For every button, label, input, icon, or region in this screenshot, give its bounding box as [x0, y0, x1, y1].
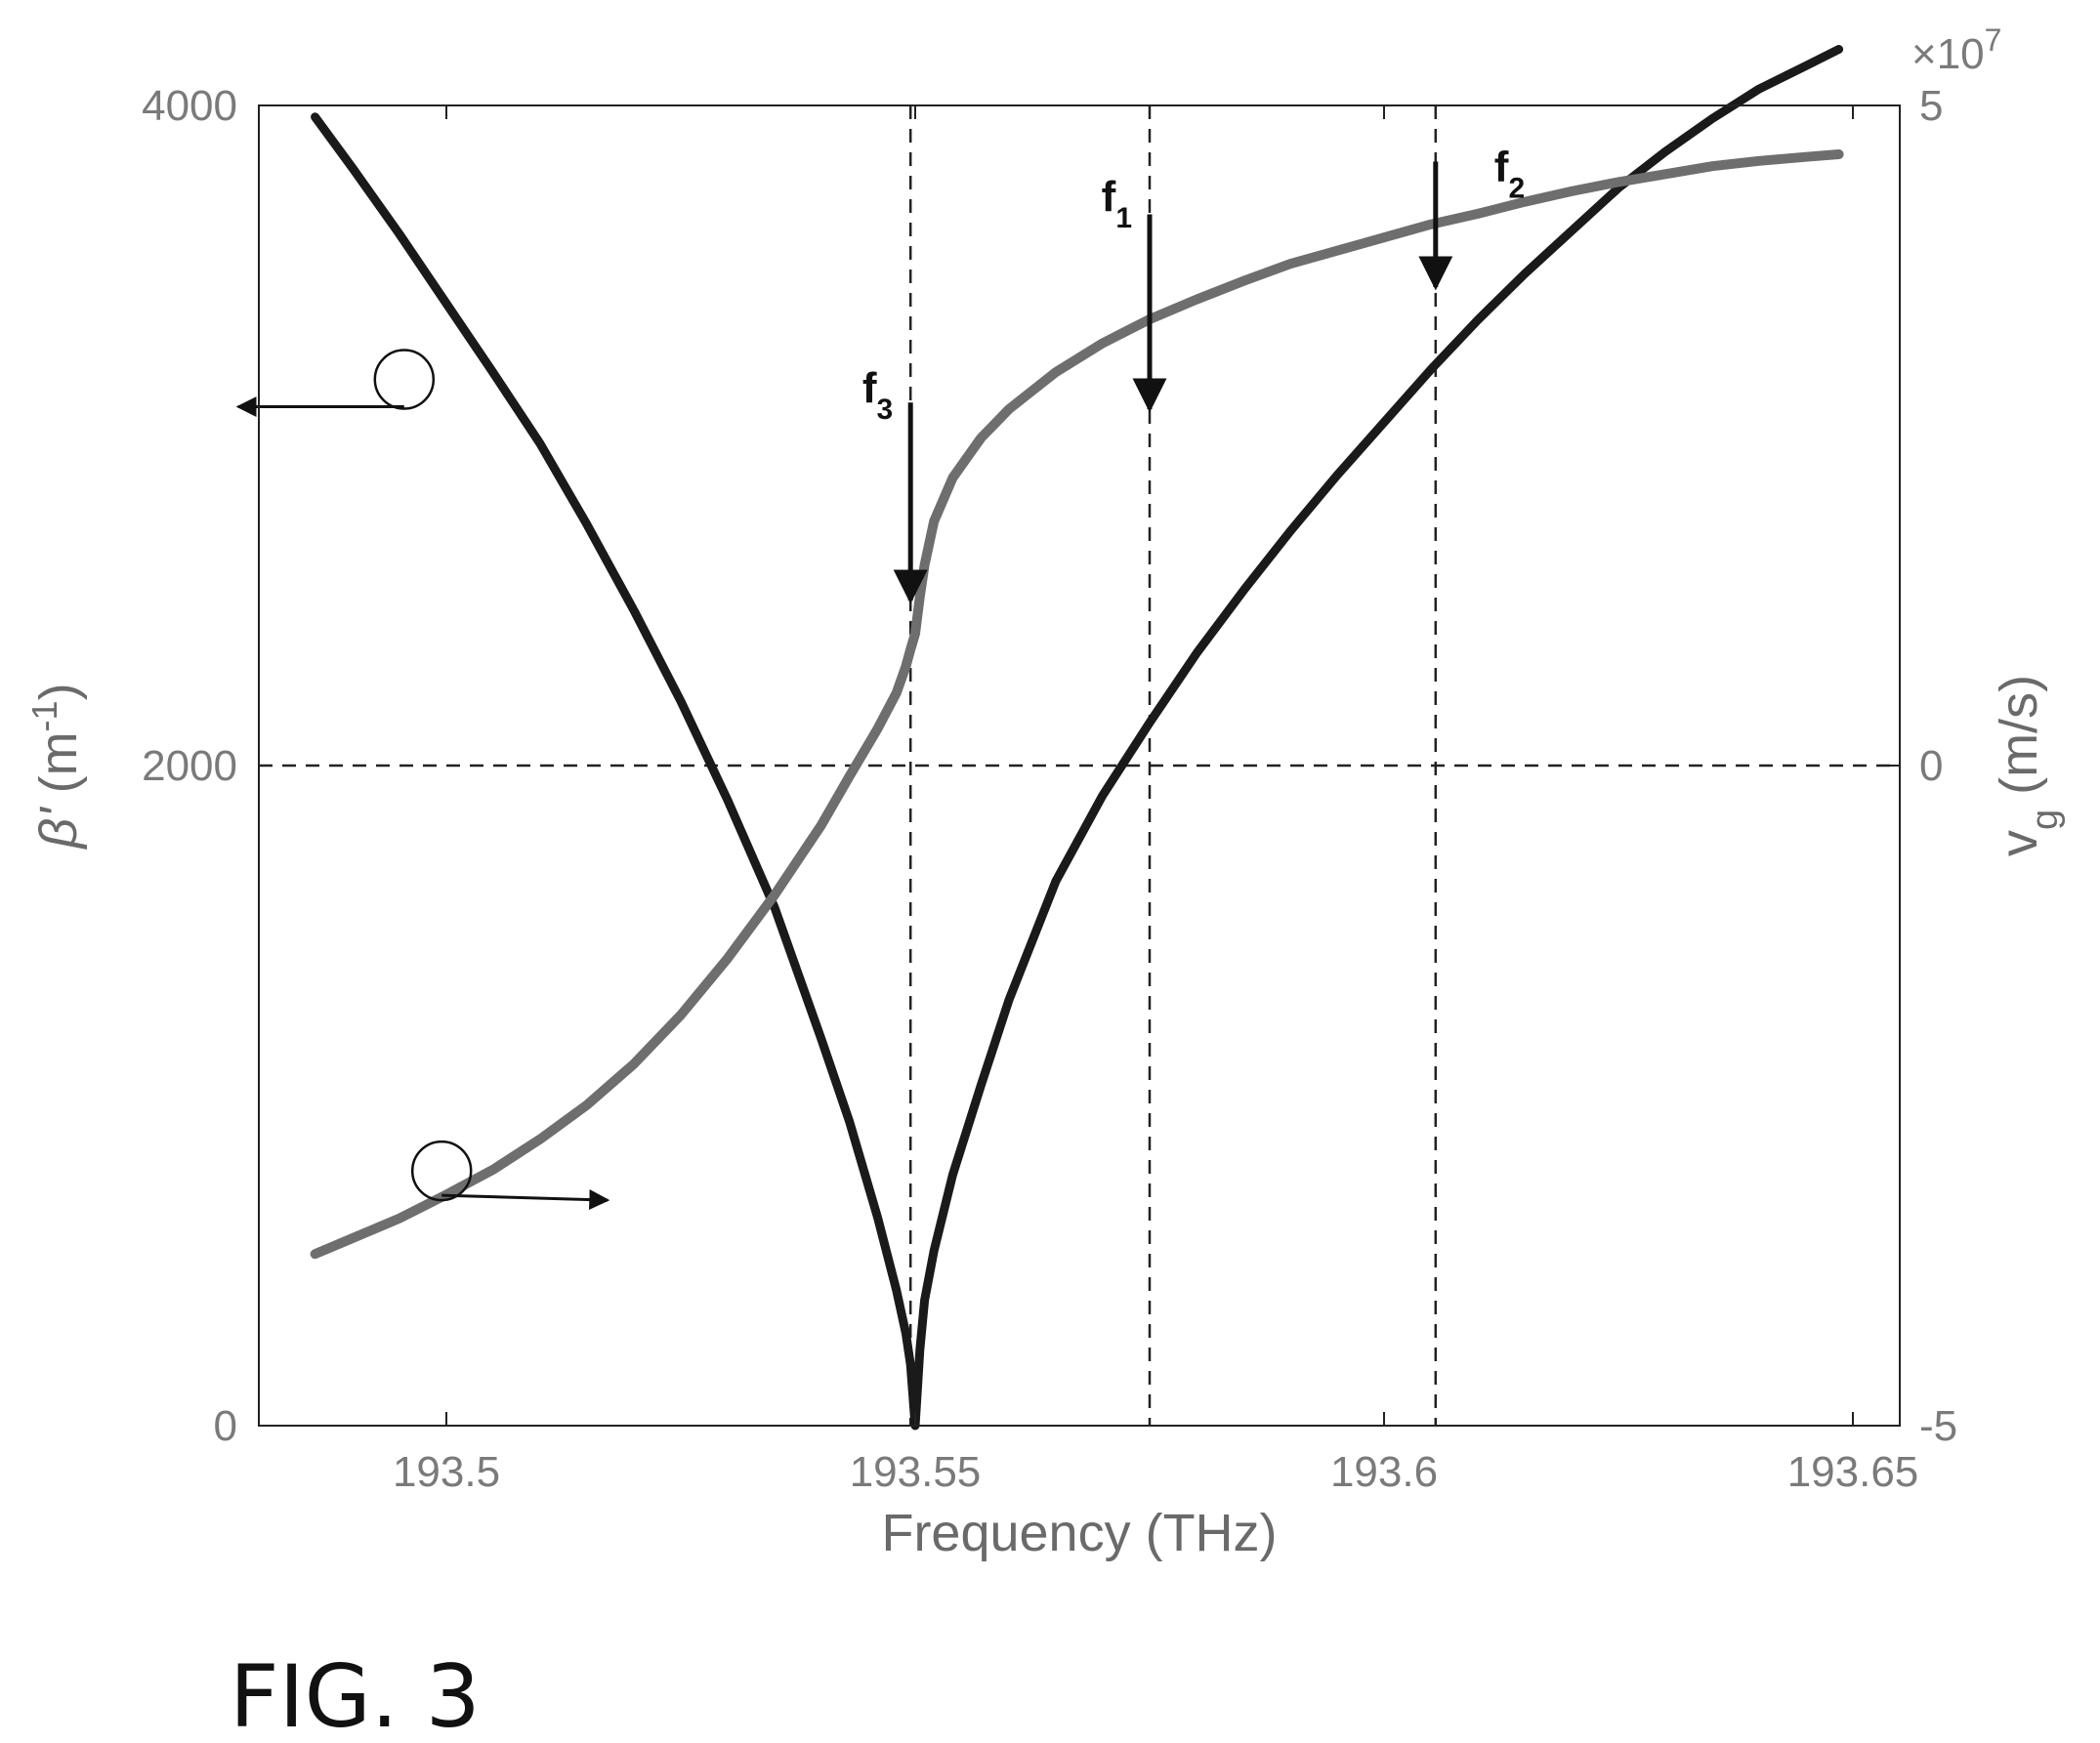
y-left-tick-label: 2000: [142, 742, 237, 790]
axis-indicator-circle-right: [410, 1140, 473, 1202]
marker-label-main: f: [1102, 173, 1116, 221]
x-tick-label: 193.65: [1787, 1448, 1919, 1496]
y-right-label-sub: g: [2025, 809, 2066, 830]
y-right-tick-label: 5: [1919, 82, 1943, 130]
series-line-left-axis: [311, 45, 1844, 1431]
y-left-tick-label: 0: [214, 1402, 237, 1450]
x-axis: 193.5 193.55 193.6 193.65: [393, 105, 1918, 1496]
marker-label-sub: 2: [1508, 172, 1525, 204]
x-tick-label: 193.55: [850, 1448, 982, 1496]
axis-indicator-arrow-right: [441, 1189, 610, 1211]
x-axis-label: Frequency (THz): [881, 1504, 1277, 1562]
axis-indicator-circle-left: [373, 349, 436, 410]
y-left-label-symbol: β': [29, 807, 88, 851]
marker-label-main: f: [1494, 144, 1509, 191]
reference-lines: [259, 105, 1900, 1426]
x-tick-label: 193.5: [393, 1448, 500, 1496]
y-left-axis: 0 2000 4000: [142, 82, 273, 1450]
y-right-tick-label: 0: [1919, 742, 1943, 790]
y-right-label-main: v: [1990, 830, 2048, 856]
y-right-exponent-power: 7: [1985, 22, 2002, 58]
series-line-right-axis: [310, 149, 1844, 1260]
y-right-axis-label: vg (m/s): [1990, 675, 2066, 856]
y-right-axis: -5 0 5: [1886, 82, 1957, 1450]
marker-label-sub: 1: [1115, 202, 1132, 234]
y-left-tick-label: 4000: [142, 82, 237, 130]
axis-indicators: [235, 349, 610, 1211]
x-tick-label: 193.6: [1330, 1448, 1438, 1496]
marker-label-f3: f3: [862, 364, 893, 426]
marker-label-f1: f1: [1102, 173, 1132, 234]
y-right-exponent-mult: ×10: [1911, 30, 1985, 78]
y-left-label-rest: (m: [29, 731, 88, 808]
y-right-label-rest: (m/s): [1990, 675, 2048, 809]
marker-label-f2: f2: [1494, 144, 1525, 205]
y-right-exponent: ×107: [1911, 22, 2001, 78]
series-layer: [310, 45, 1844, 1431]
y-left-label-sup: -1: [24, 700, 64, 731]
marker-label-sub: 3: [877, 394, 894, 426]
y-right-tick-label: -5: [1919, 1402, 1957, 1450]
y-left-axis-label: β' (m-1): [24, 683, 89, 850]
marker-label-main: f: [862, 364, 877, 412]
figure-caption: FIG. 3: [230, 1646, 481, 1743]
y-left-label-close: ): [29, 683, 88, 700]
